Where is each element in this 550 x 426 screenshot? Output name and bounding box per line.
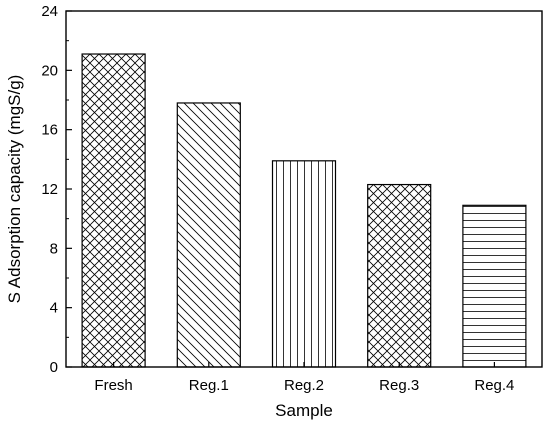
bar-pattern: [81, 53, 146, 368]
x-tick-label: Fresh: [94, 377, 132, 394]
x-axis-title: Sample: [275, 401, 333, 420]
y-tick-label: 4: [50, 300, 58, 317]
bar-pattern: [176, 102, 241, 368]
bar-pattern: [271, 160, 337, 368]
bars-group: [81, 53, 527, 368]
bar-pattern: [462, 204, 527, 368]
axes-group: Fresh Reg.1 Reg.2 Reg.3 Reg.4 0 4 8 12 16 20 24: [41, 3, 543, 394]
y-tick-label: 20: [41, 62, 58, 79]
y-tick-label: 12: [41, 181, 58, 198]
bar-pattern: [367, 183, 432, 368]
y-tick-label: 24: [41, 3, 58, 20]
y-axis-title: S Adsorption capacity (mgS/g): [5, 75, 24, 304]
y-tick-label: 16: [41, 122, 58, 139]
x-tick-label: Reg.2: [284, 377, 324, 394]
y-tick-label: 8: [50, 240, 58, 257]
x-tick-label: Reg.3: [379, 377, 419, 394]
x-tick-label: Reg.1: [189, 377, 229, 394]
x-tick-label: Reg.4: [474, 377, 514, 394]
y-tick-label: 0: [50, 359, 58, 376]
